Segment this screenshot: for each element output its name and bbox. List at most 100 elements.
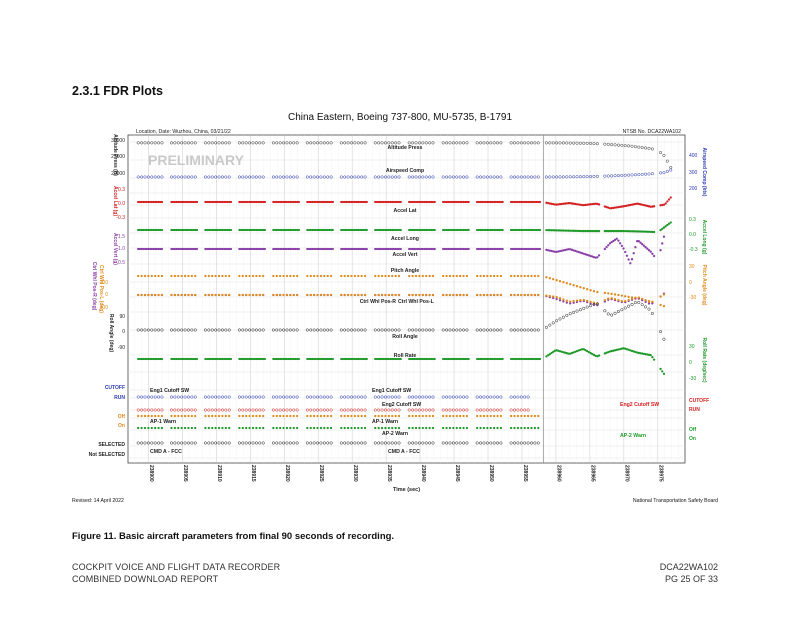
right-tick-label: -0.3 (689, 247, 698, 253)
data-point (411, 175, 415, 179)
data-point (445, 414, 448, 418)
data-point (499, 274, 503, 278)
data-point (380, 200, 384, 204)
data-point (205, 228, 209, 232)
data-point (248, 357, 251, 361)
data-point (217, 141, 221, 145)
data-point (659, 249, 662, 252)
data-point (568, 312, 572, 316)
data-point (345, 247, 348, 251)
data-point (273, 357, 277, 361)
data-point (492, 274, 496, 278)
data-point (445, 200, 448, 204)
data-point (491, 247, 494, 251)
data-point (251, 228, 255, 232)
data-point (360, 395, 364, 399)
data-point (607, 244, 610, 247)
data-point (297, 357, 300, 361)
data-point (482, 357, 486, 361)
data-point (428, 247, 431, 251)
data-point (248, 274, 251, 278)
data-point (579, 286, 582, 289)
data-point (316, 328, 320, 332)
data-point (273, 200, 277, 204)
data-point (441, 395, 445, 399)
data-point (610, 240, 613, 244)
data-point (489, 274, 492, 278)
data-point (248, 200, 251, 204)
data-point (221, 200, 224, 204)
data-point (209, 247, 212, 251)
data-point (312, 274, 316, 278)
data-point (373, 328, 377, 332)
data-point (356, 175, 360, 179)
data-point (489, 175, 493, 179)
data-point (169, 328, 173, 332)
data-point (459, 228, 462, 232)
data-point (173, 228, 177, 232)
data-point (394, 228, 397, 232)
data-point (627, 298, 630, 302)
left-axis-text: Ctrl Whl Pos-L (deg) (98, 265, 104, 313)
data-point (194, 426, 197, 430)
data-point (561, 175, 565, 179)
data-point (289, 274, 292, 278)
data-point (311, 200, 314, 204)
data-point (382, 228, 385, 232)
data-point (455, 441, 459, 445)
data-point (390, 141, 394, 145)
data-point (465, 328, 469, 332)
data-point (647, 146, 651, 150)
data-point (489, 293, 492, 297)
data-point (314, 200, 317, 204)
data-point (140, 328, 144, 332)
data-point (608, 242, 612, 245)
data-point (363, 426, 367, 430)
data-point (565, 301, 568, 304)
data-point (462, 328, 466, 332)
data-point (312, 357, 316, 361)
data-point (212, 357, 216, 361)
data-point (595, 302, 599, 306)
data-point (515, 228, 518, 232)
data-point (428, 357, 431, 361)
data-point (244, 395, 248, 399)
data-point (384, 247, 387, 251)
data-point (560, 229, 563, 232)
data-point (326, 426, 329, 430)
data-point (292, 293, 295, 297)
data-point (428, 408, 432, 412)
data-point (664, 225, 667, 228)
data-point (143, 274, 147, 278)
data-point (207, 141, 211, 145)
data-point (343, 441, 347, 445)
data-point (615, 229, 618, 233)
data-point (216, 357, 219, 361)
data-point (414, 328, 418, 332)
data-point (138, 200, 142, 204)
data-point (146, 408, 150, 412)
data-point (173, 175, 177, 179)
data-point (625, 229, 629, 233)
data-point (496, 395, 500, 399)
data-point (275, 414, 278, 418)
data-point (186, 175, 190, 179)
x-tick-label: 238935 (386, 465, 392, 482)
data-point (408, 200, 411, 204)
x-tick-label: 238945 (454, 465, 460, 482)
data-point (341, 228, 345, 232)
data-point (136, 328, 140, 332)
data-point (152, 228, 155, 232)
data-point (157, 395, 161, 399)
data-point (592, 290, 596, 293)
data-point (245, 414, 248, 418)
data-point (511, 357, 514, 361)
data-point (374, 293, 377, 297)
data-point (465, 200, 469, 204)
data-point (567, 202, 570, 205)
data-point (380, 328, 384, 332)
data-point (360, 357, 363, 361)
data-point (292, 395, 296, 399)
page-number: PG 25 OF 33 (664, 574, 718, 584)
discrete-state-label: Not SELECTED (89, 452, 126, 458)
